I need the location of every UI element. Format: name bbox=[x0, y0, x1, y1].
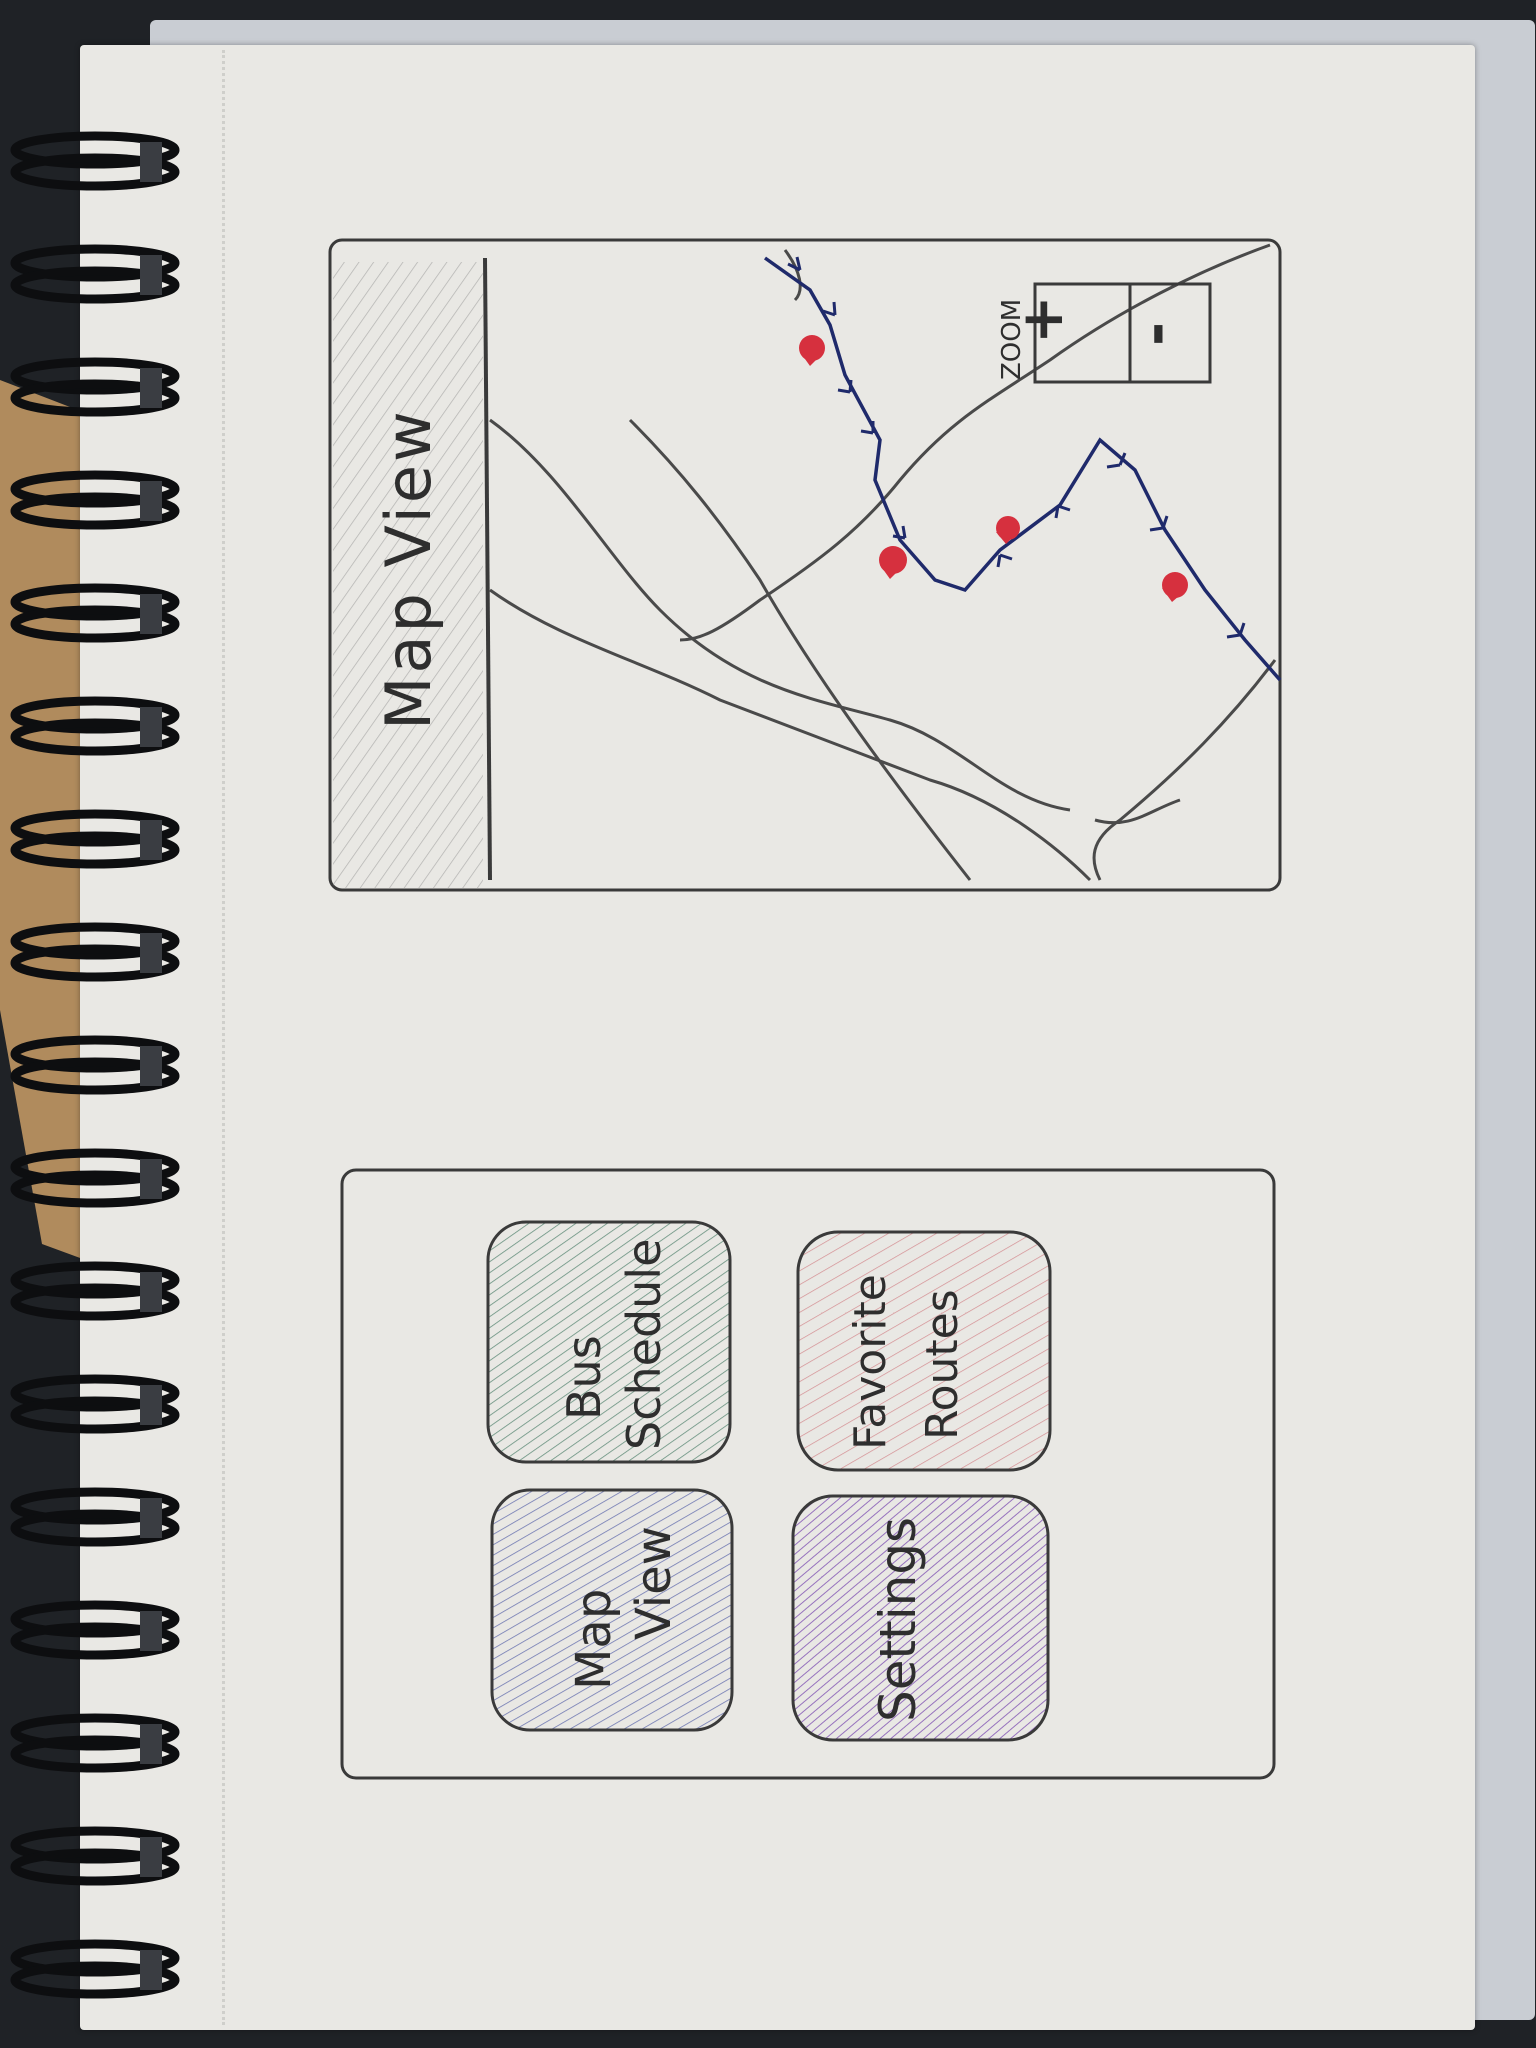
spiral-coil bbox=[10, 583, 180, 643]
map-view-tile[interactable]: Map View bbox=[490, 1488, 734, 1732]
map-header-bar bbox=[333, 262, 483, 888]
map-screen-frame bbox=[328, 238, 1282, 892]
tile-label-line: Map bbox=[566, 1589, 622, 1690]
svg-text:Bus Schedule: Bus Schedule bbox=[557, 1239, 671, 1450]
spiral-coil bbox=[10, 1713, 180, 1773]
tile-label-line: Bus bbox=[557, 1335, 611, 1420]
spiral-binding bbox=[10, 131, 180, 1999]
spiral-coil bbox=[10, 357, 180, 417]
svg-text:Map View: Map View bbox=[566, 1526, 682, 1690]
zoom-out-label: - bbox=[1121, 322, 1189, 346]
menu-screen: Map View Bus Schedule Settings Favorite … bbox=[340, 1168, 1276, 1780]
spiral-coil bbox=[10, 244, 180, 304]
tile-label-line: View bbox=[626, 1526, 682, 1640]
spiral-coil bbox=[10, 1600, 180, 1660]
bus-schedule-tile[interactable]: Bus Schedule bbox=[486, 1220, 732, 1464]
header-divider bbox=[483, 257, 492, 881]
spiral-coil bbox=[10, 696, 180, 756]
zoom-out-button[interactable] bbox=[1128, 282, 1212, 384]
zoom-in-label: + bbox=[1008, 295, 1076, 344]
spiral-coil bbox=[10, 1374, 180, 1434]
map-view-screen: Map View bbox=[328, 238, 1282, 892]
bus-route-line bbox=[763, 256, 1282, 682]
menu-screen-frame bbox=[340, 1168, 1276, 1780]
spiral-coil bbox=[10, 1035, 180, 1095]
bus-stop-marker[interactable] bbox=[799, 335, 825, 366]
spiral-coil bbox=[10, 1826, 180, 1886]
settings-tile[interactable]: Settings bbox=[791, 1494, 1050, 1742]
tile-label-line: Schedule bbox=[617, 1239, 671, 1450]
route-direction-arrows bbox=[787, 256, 1246, 639]
notebook-page bbox=[80, 45, 1475, 2030]
bus-stop-marker[interactable] bbox=[996, 516, 1020, 544]
bus-stop-markers bbox=[799, 335, 1188, 602]
spiral-coil bbox=[10, 1148, 180, 1208]
bus-stop-marker[interactable] bbox=[879, 546, 907, 579]
zoom-label: ZOOM bbox=[997, 299, 1027, 380]
map-header-title: Map View bbox=[372, 408, 445, 730]
zoom-control: ZOOM + - bbox=[997, 282, 1212, 384]
svg-text:Favorite Routes: Favorite Routes bbox=[845, 1260, 968, 1450]
favorite-routes-tile[interactable]: Favorite Routes bbox=[796, 1230, 1052, 1472]
spiral-coil bbox=[10, 470, 180, 530]
tile-label-line: Favorite bbox=[845, 1274, 896, 1450]
spiral-coil bbox=[10, 922, 180, 982]
tile-label-line: Routes bbox=[917, 1289, 968, 1440]
bus-stop-marker[interactable] bbox=[1162, 572, 1188, 602]
spiral-coil bbox=[10, 131, 180, 191]
map-area[interactable] bbox=[489, 243, 1277, 882]
spiral-coil bbox=[10, 1261, 180, 1321]
spiral-coil bbox=[10, 1487, 180, 1547]
perforation-line bbox=[222, 50, 225, 2025]
spiral-coil bbox=[10, 1939, 180, 1999]
tile-label-line: Settings bbox=[869, 1517, 927, 1722]
spiral-coil bbox=[10, 809, 180, 869]
